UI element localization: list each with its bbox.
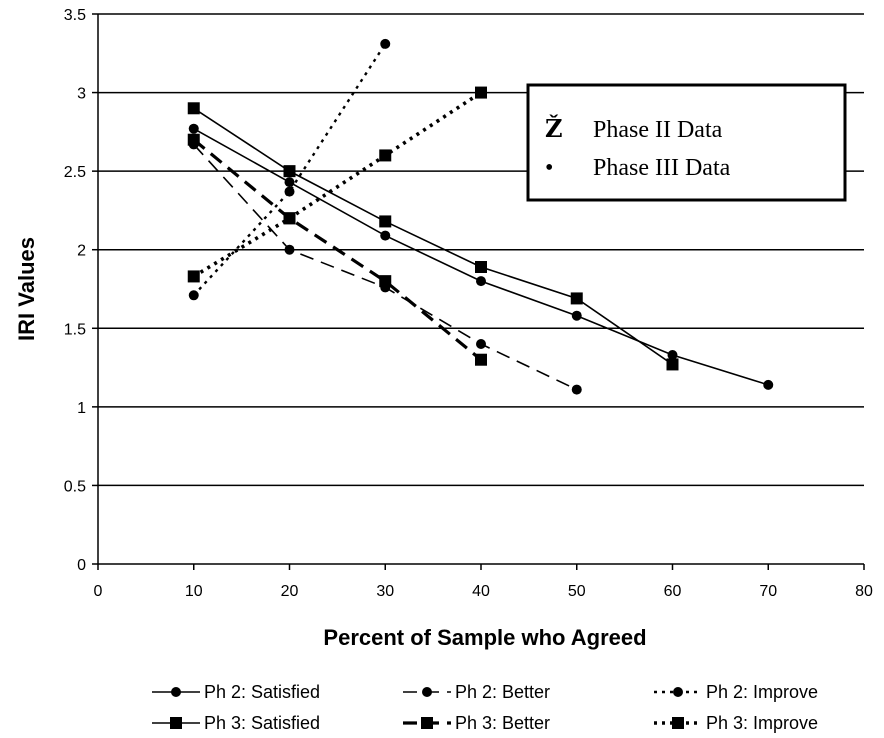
x-tick-label: 80	[855, 583, 873, 600]
x-tick-label: 10	[185, 583, 203, 600]
y-tick-label: 3.5	[64, 7, 86, 24]
y-tick-label: 0.5	[64, 478, 86, 495]
legend-label: Ph 2: Improve	[706, 682, 818, 702]
series-line	[193, 107, 673, 366]
data-point	[284, 177, 295, 188]
data-point	[571, 384, 582, 395]
data-point	[667, 350, 678, 360]
legend-entry: Ph 2: Improve	[654, 682, 818, 702]
legend-entry: Ph 2: Better	[403, 682, 550, 702]
data-point	[475, 261, 487, 273]
data-point	[284, 244, 295, 255]
x-axis-title: Percent of Sample who Agreed	[323, 625, 646, 650]
x-tick-label: 40	[472, 583, 490, 600]
legend-label: Ph 3: Improve	[706, 713, 818, 733]
data-point	[379, 149, 392, 162]
legend-label: Ph 3: Better	[455, 713, 550, 733]
y-tick-label: 1	[77, 400, 86, 417]
series-group	[187, 38, 774, 395]
data-point	[571, 310, 582, 321]
legend-marker	[421, 717, 433, 729]
phase-iii-symbol: •	[545, 155, 553, 181]
data-point	[188, 290, 199, 301]
data-point	[187, 102, 200, 115]
series-line	[192, 91, 482, 278]
x-tick-label: 30	[376, 583, 394, 600]
series-line	[192, 138, 483, 361]
legend-marker	[171, 687, 181, 697]
data-point	[475, 86, 487, 99]
data-point	[284, 186, 295, 197]
data-point	[283, 212, 296, 225]
data-point	[188, 123, 199, 134]
series-0	[188, 123, 774, 390]
legend-entry: Ph 3: Better	[403, 713, 550, 733]
legend: Ph 2: Satisfied Ph 2: Better Ph 2: Improve…	[152, 682, 818, 733]
legend-marker	[170, 717, 182, 729]
data-point	[187, 270, 200, 283]
y-tick-label: 3	[77, 86, 86, 103]
data-point	[570, 292, 583, 305]
phase-iii-label: Phase III Data	[593, 155, 731, 181]
data-point	[379, 275, 392, 288]
series-3	[187, 102, 679, 371]
x-tick-label: 50	[568, 583, 586, 600]
legend-label: Ph 2: Better	[455, 682, 550, 702]
x-tick-label: 20	[281, 583, 299, 600]
legend-marker	[422, 687, 432, 697]
y-tick-label: 2	[77, 243, 86, 260]
data-point	[476, 276, 486, 287]
legend-label: Ph 2: Satisfied	[204, 682, 320, 702]
axes	[97, 14, 864, 565]
legend-marker	[673, 687, 683, 697]
phase-ii-label: Phase II Data	[593, 117, 723, 143]
data-point	[380, 38, 391, 49]
data-point	[379, 215, 392, 228]
series-5	[187, 86, 487, 283]
data-point	[187, 133, 200, 146]
legend-label: Ph 3: Satisfied	[204, 713, 320, 733]
annotation-box: Ž Phase II Data • Phase III Data	[526, 83, 847, 202]
y-tick-label: 0	[77, 557, 86, 574]
x-tick-label: 60	[664, 583, 682, 600]
y-axis-title: IRI Values	[14, 237, 39, 341]
series-2	[188, 38, 391, 301]
phase-ii-symbol: Ž	[545, 114, 563, 143]
legend-entry: Ph 3: Satisfied	[152, 713, 320, 733]
data-point	[763, 379, 774, 390]
legend-entry: Ph 3: Improve	[654, 713, 818, 733]
data-point	[476, 339, 486, 349]
legend-marker	[672, 717, 684, 729]
annotation-box-frame	[526, 83, 847, 202]
series-line	[192, 43, 387, 297]
legend-entry: Ph 2: Satisfied	[152, 682, 320, 702]
y-tick-label: 1.5	[64, 321, 86, 338]
x-tick-labels: 0 10 20 30 40 50 60 70 80	[94, 583, 873, 600]
x-tick-label: 0	[94, 583, 103, 600]
series-1	[188, 139, 582, 395]
data-point	[283, 165, 296, 178]
data-point	[666, 358, 679, 371]
y-tick-label: 2.5	[64, 164, 86, 181]
data-point	[475, 353, 487, 366]
series-line	[193, 143, 578, 391]
y-tick-labels: 0 0.5 1 1.5 2 2.5 3 3.5	[64, 7, 86, 574]
x-tick-label: 70	[759, 583, 777, 600]
data-point	[380, 230, 391, 241]
